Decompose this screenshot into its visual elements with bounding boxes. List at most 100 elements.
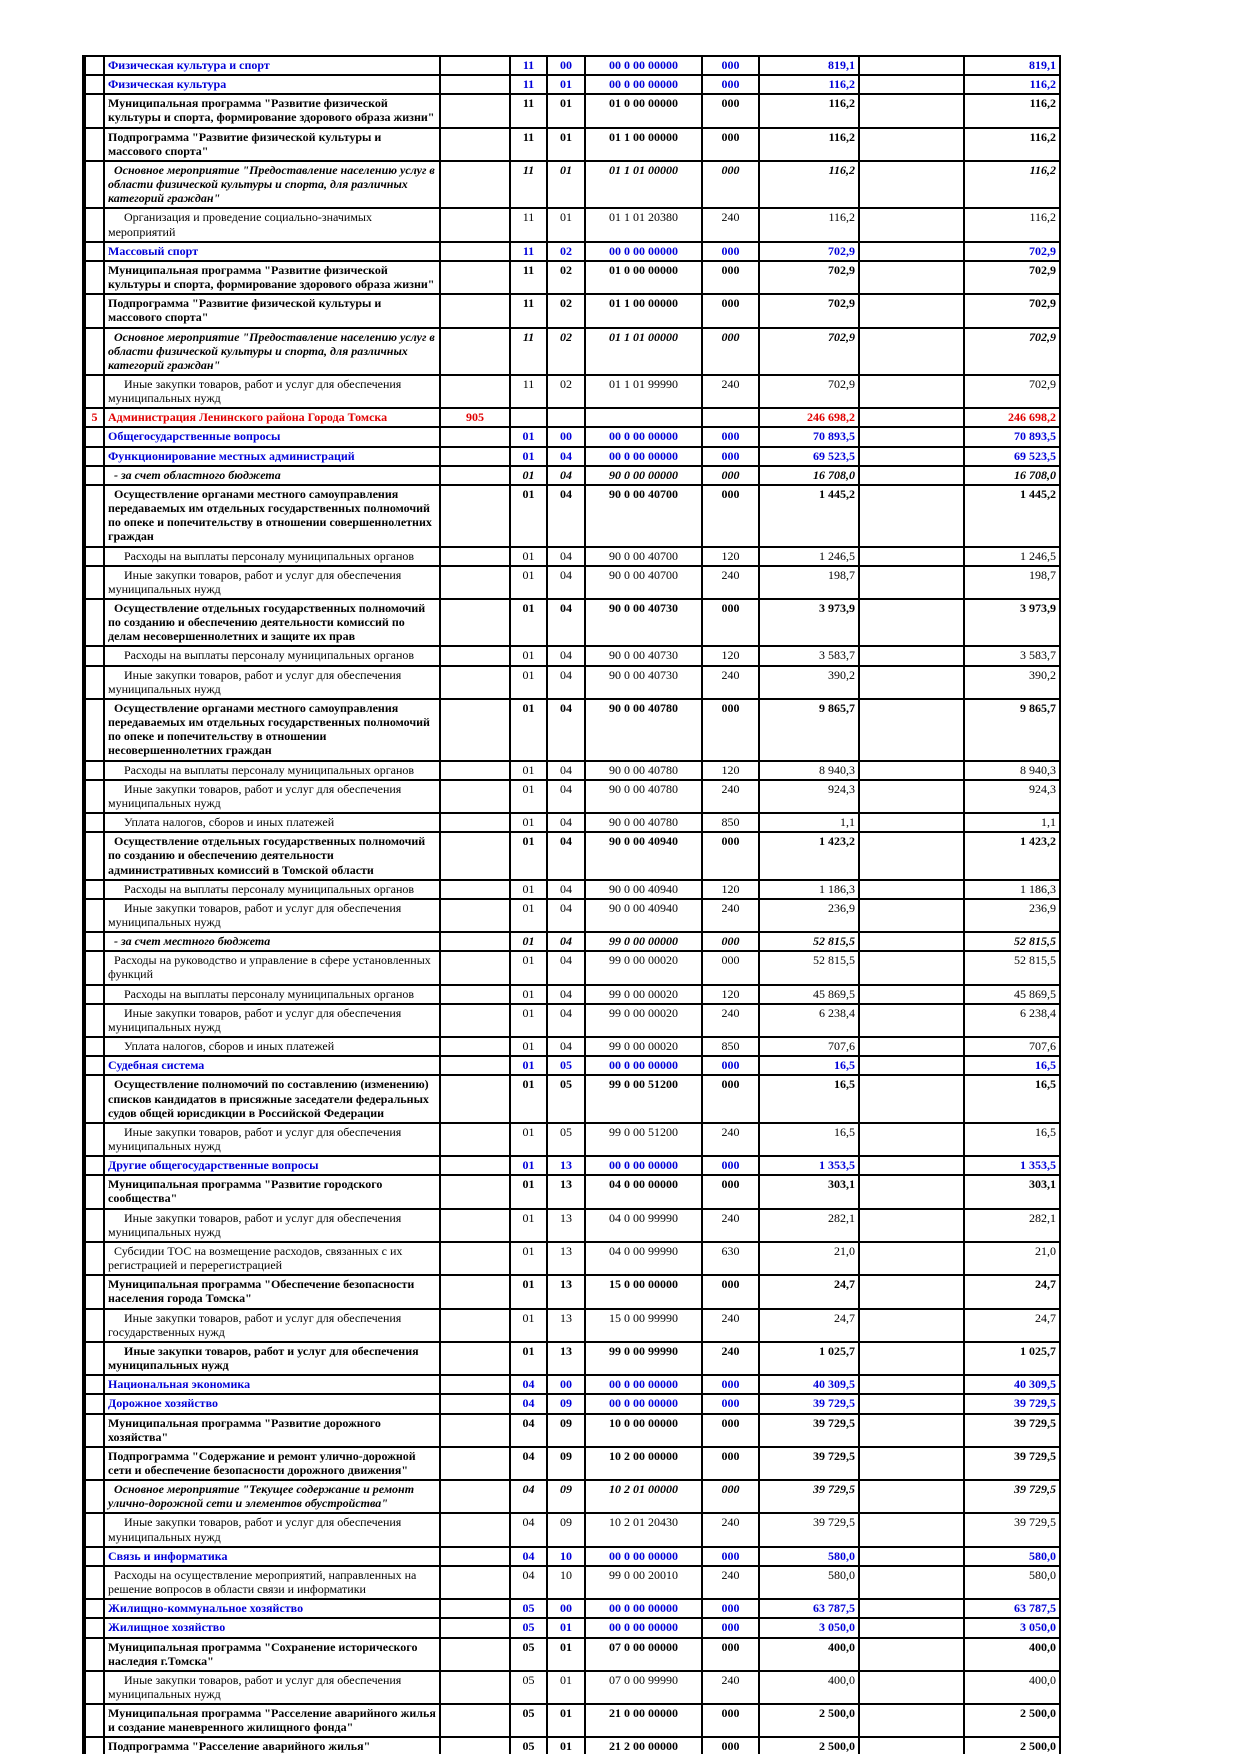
table-row: Подпрограмма "Расселение аварийного жиль… bbox=[83, 1736, 1061, 1754]
cell-expense-type: 240 bbox=[701, 1307, 760, 1343]
cell-target-article bbox=[584, 407, 703, 429]
cell-amount-total: 1 025,7 bbox=[963, 1340, 1061, 1377]
table-row: Муниципальная программа "Расселение авар… bbox=[83, 1703, 1061, 1739]
cell-name: Иные закупки товаров, работ и услуг для … bbox=[103, 1207, 441, 1243]
cell-amount-current: 1 246,5 bbox=[758, 545, 860, 567]
cell-amount-current: 924,3 bbox=[758, 778, 860, 815]
cell-amount-current: 16 708,0 bbox=[758, 464, 860, 486]
cell-target-article: 07 0 00 99990 bbox=[584, 1669, 703, 1706]
cell-amount-total: 39 729,5 bbox=[963, 1393, 1061, 1415]
cell-spacer bbox=[858, 664, 965, 700]
cell-section-code: 01 bbox=[509, 950, 548, 986]
cell-target-article: 10 2 01 20430 bbox=[584, 1512, 703, 1548]
cell-subsection-code: 04 bbox=[546, 445, 586, 467]
cell-target-article: 90 0 00 40730 bbox=[584, 597, 703, 648]
cell-agency-code bbox=[439, 1340, 511, 1377]
cell-target-article: 00 0 00 00000 bbox=[584, 1545, 703, 1567]
cell-target-article: 90 0 00 40700 bbox=[584, 483, 703, 548]
cell-name: Иные закупки товаров, работ и услуг для … bbox=[103, 1340, 441, 1377]
cell-subsection-code bbox=[546, 407, 586, 429]
table-row: Жилищное хозяйство 05 01 00 0 00 00000 000 3 … bbox=[83, 1617, 1061, 1639]
cell-amount-total: 390,2 bbox=[963, 664, 1061, 700]
cell-name: Организация и проведение социально-значи… bbox=[103, 207, 441, 243]
cell-expense-type: 240 bbox=[701, 564, 760, 601]
cell-spacer bbox=[858, 1617, 965, 1639]
cell-subsection-code: 01 bbox=[546, 1669, 586, 1706]
cell-section-code: 01 bbox=[509, 464, 548, 486]
table-row: Физическая культура 11 01 00 0 00 00000 000 1… bbox=[83, 74, 1061, 96]
cell-spacer bbox=[858, 778, 965, 815]
cell-agency-code bbox=[439, 74, 511, 96]
table-row: Осуществление полномочий по составлению … bbox=[83, 1074, 1061, 1124]
cell-row-number bbox=[83, 878, 105, 900]
cell-spacer bbox=[858, 983, 965, 1005]
cell-amount-current: 1 025,7 bbox=[758, 1340, 860, 1377]
cell-section-code: 04 bbox=[509, 1564, 548, 1601]
cell-amount-current: 246 698,2 bbox=[758, 407, 860, 429]
cell-row-number bbox=[83, 483, 105, 548]
cell-section-code: 01 bbox=[509, 812, 548, 834]
cell-expense-type: 240 bbox=[701, 207, 760, 243]
table-row: Организация и проведение социально-значи… bbox=[83, 207, 1061, 243]
cell-row-number bbox=[83, 1155, 105, 1177]
table-row: Дорожное хозяйство 04 09 00 0 00 00000 000 39… bbox=[83, 1393, 1061, 1415]
cell-spacer bbox=[858, 373, 965, 410]
cell-agency-code bbox=[439, 445, 511, 467]
cell-target-article: 90 0 00 00000 bbox=[584, 464, 703, 486]
cell-target-article: 07 0 00 00000 bbox=[584, 1636, 703, 1672]
cell-name: Связь и информатика bbox=[103, 1545, 441, 1567]
cell-amount-current: 1,1 bbox=[758, 812, 860, 834]
cell-name: Иные закупки товаров, работ и услуг для … bbox=[103, 1121, 441, 1158]
cell-name: Осуществление отдельных государственных … bbox=[103, 831, 441, 881]
table-row: Национальная экономика 04 00 00 0 00 00000 0… bbox=[83, 1374, 1061, 1396]
cell-expense-type: 120 bbox=[701, 545, 760, 567]
cell-target-article: 90 0 00 40700 bbox=[584, 564, 703, 601]
cell-agency-code bbox=[439, 483, 511, 548]
cell-row-number bbox=[83, 897, 105, 934]
cell-subsection-code: 09 bbox=[546, 1479, 586, 1515]
cell-target-article: 99 0 00 51200 bbox=[584, 1074, 703, 1124]
table-row: Жилищно-коммунальное хозяйство 05 00 00 0 0… bbox=[83, 1598, 1061, 1620]
cell-expense-type: 000 bbox=[701, 240, 760, 262]
cell-expense-type: 000 bbox=[701, 1598, 760, 1620]
table-row: Муниципальная программа "Обеспечение без… bbox=[83, 1274, 1061, 1310]
cell-amount-total: 116,2 bbox=[963, 126, 1061, 162]
table-row: Подпрограмма "Развитие физической культу… bbox=[83, 126, 1061, 162]
cell-row-number bbox=[83, 1617, 105, 1639]
cell-subsection-code: 04 bbox=[546, 831, 586, 881]
cell-target-article: 00 0 00 00000 bbox=[584, 1598, 703, 1620]
cell-amount-total: 63 787,5 bbox=[963, 1598, 1061, 1620]
cell-spacer bbox=[858, 1155, 965, 1177]
cell-spacer bbox=[858, 645, 965, 667]
cell-agency-code bbox=[439, 54, 511, 77]
cell-name: Муниципальная программа "Развитие физиче… bbox=[103, 259, 441, 296]
cell-amount-current: 702,9 bbox=[758, 240, 860, 262]
cell-amount-total: 21,0 bbox=[963, 1240, 1061, 1277]
table-row: Муниципальная программа "Развитие физиче… bbox=[83, 259, 1061, 296]
cell-spacer bbox=[858, 1074, 965, 1124]
cell-agency-code bbox=[439, 207, 511, 243]
cell-amount-total: 3 973,9 bbox=[963, 597, 1061, 648]
cell-spacer bbox=[858, 159, 965, 210]
cell-section-code: 11 bbox=[509, 207, 548, 243]
cell-target-article: 99 0 00 20010 bbox=[584, 1564, 703, 1601]
cell-name: Иные закупки товаров, работ и услуг для … bbox=[103, 778, 441, 815]
cell-section-code: 01 bbox=[509, 778, 548, 815]
table-row: Иные закупки товаров, работ и услуг для … bbox=[83, 1512, 1061, 1548]
cell-spacer bbox=[858, 1669, 965, 1706]
cell-spacer bbox=[858, 831, 965, 881]
cell-name: Основное мероприятие "Предоставление нас… bbox=[103, 159, 441, 210]
cell-expense-type: 240 bbox=[701, 1669, 760, 1706]
cell-row-number bbox=[83, 1703, 105, 1739]
cell-name: Муниципальная программа "Развитие городс… bbox=[103, 1174, 441, 1210]
cell-amount-total: 246 698,2 bbox=[963, 407, 1061, 429]
cell-row-number bbox=[83, 1074, 105, 1124]
cell-expense-type: 000 bbox=[701, 697, 760, 762]
cell-amount-total: 2 500,0 bbox=[963, 1736, 1061, 1754]
cell-expense-type: 000 bbox=[701, 74, 760, 96]
cell-row-number bbox=[83, 950, 105, 986]
cell-spacer bbox=[858, 1479, 965, 1515]
cell-subsection-code: 05 bbox=[546, 1121, 586, 1158]
cell-name: Жилищное хозяйство bbox=[103, 1617, 441, 1639]
cell-target-article: 99 0 00 99990 bbox=[584, 1340, 703, 1377]
